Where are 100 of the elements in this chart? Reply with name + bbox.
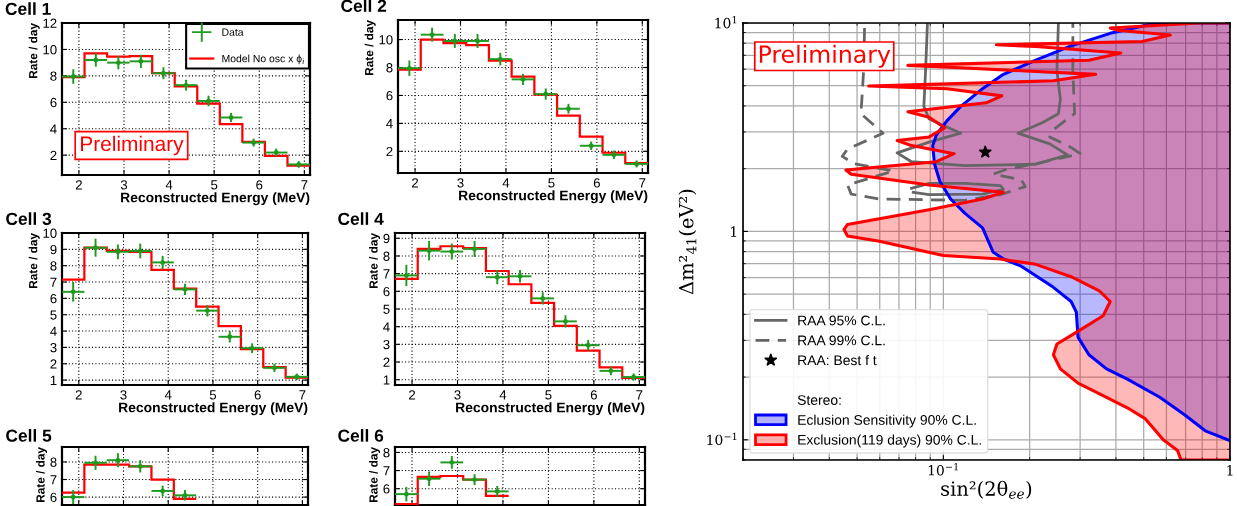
annotation: Preliminary xyxy=(759,44,891,68)
y-tick-label: 8 xyxy=(383,251,390,261)
point xyxy=(70,494,76,500)
point xyxy=(429,32,435,38)
y-tick-label: 1 xyxy=(50,375,57,385)
y-tick-label: 3 xyxy=(383,339,390,350)
x-tick-label: 2 xyxy=(75,180,82,190)
x-tick-label: 3 xyxy=(120,180,128,190)
point xyxy=(452,38,458,44)
point xyxy=(406,65,412,71)
legend-label: Exclusion(119 days) 90% C.L. xyxy=(798,434,981,448)
y-tick-label: 12 xyxy=(43,18,57,28)
x-axis-title: Reconstructed Energy (MeV) xyxy=(121,192,310,206)
point xyxy=(206,98,211,104)
legend-label: Data xyxy=(222,28,244,36)
y-tick-label: 2 xyxy=(50,150,57,160)
y-tick-label: 7 xyxy=(50,277,57,287)
point xyxy=(160,488,166,494)
y-tick-label: 6 xyxy=(386,91,393,101)
y-tick-label: 4 xyxy=(383,322,390,332)
point xyxy=(160,259,166,265)
legend-label: Eclusion Sensitivity 90% C.L. xyxy=(798,414,976,428)
y-tick-label: 4 xyxy=(50,124,57,134)
y-axis-title: Δm²$_{41}$(eV²) xyxy=(678,189,697,295)
y-tick-label: 8 xyxy=(386,63,393,73)
y-tick-label: 10$^{1}$ xyxy=(715,15,737,29)
y-tick-label: 7 xyxy=(50,475,57,485)
y-tick-label: 6 xyxy=(50,97,57,108)
x-tick-label: 6 xyxy=(593,178,600,188)
x-tick-label: 5 xyxy=(211,180,218,190)
x-tick-label: 5 xyxy=(545,390,552,400)
legend-label: RAA 99% C.L. xyxy=(798,335,885,346)
y-tick-label: 1 xyxy=(383,375,390,385)
chart-title: Cell 6 xyxy=(338,429,384,442)
point xyxy=(426,248,432,254)
y-tick-label: 4 xyxy=(50,326,57,336)
x-axis-title: Reconstructed Energy (MeV) xyxy=(459,190,648,204)
y-tick-label: 9 xyxy=(383,233,390,244)
point xyxy=(138,58,144,64)
point xyxy=(540,295,546,301)
point xyxy=(228,115,234,120)
y-tick-label: 6 xyxy=(50,293,57,304)
y-tick-label: 4 xyxy=(386,119,393,129)
x-tick-label: 4 xyxy=(165,180,173,190)
point xyxy=(204,308,210,314)
x-tick-label: 6 xyxy=(254,390,261,400)
y-axis-title: Rate / day xyxy=(36,447,48,502)
chart-title: Cell 2 xyxy=(341,0,387,12)
y-tick-label: 7 xyxy=(383,269,390,279)
x-axis-title: Reconstructed Energy (MeV) xyxy=(456,402,645,416)
point xyxy=(449,249,455,254)
x-tick-label: 6 xyxy=(256,180,263,190)
x-tick-label: 2 xyxy=(409,390,416,400)
x-tick-label: 2 xyxy=(412,178,419,188)
y-tick-label: 6 xyxy=(383,484,390,494)
point xyxy=(426,476,432,482)
point xyxy=(472,477,477,483)
point xyxy=(183,82,189,88)
point xyxy=(182,286,188,292)
point xyxy=(115,249,121,255)
point xyxy=(70,74,76,79)
y-tick-label: 8 xyxy=(383,448,390,458)
y-tick-label: 2 xyxy=(50,359,57,369)
y-axis-title: Rate / day xyxy=(369,233,381,288)
point xyxy=(494,488,500,494)
point xyxy=(475,38,480,44)
y-axis-title: Rate / day xyxy=(364,20,376,75)
point xyxy=(227,334,233,340)
point xyxy=(543,91,549,97)
x-tick-label: 7 xyxy=(639,178,646,188)
point xyxy=(70,289,76,295)
legend-title: Stereo: xyxy=(797,395,841,405)
chart-title: Cell 1 xyxy=(5,2,51,16)
point xyxy=(93,460,98,466)
point xyxy=(517,273,523,279)
x-axis-title: sin²(2θ$_{ee}$) xyxy=(941,480,1032,499)
point xyxy=(497,56,503,62)
y-tick-label: 6 xyxy=(383,286,390,297)
point xyxy=(137,463,143,469)
chart-title: Cell 4 xyxy=(338,212,384,226)
y-tick-label: 5 xyxy=(383,304,390,314)
y-tick-label: 10 xyxy=(379,35,393,45)
y-tick-label: 3 xyxy=(50,342,57,353)
point xyxy=(472,246,477,252)
x-tick-label: 5 xyxy=(209,390,217,400)
x-tick-label: 3 xyxy=(457,178,464,188)
point xyxy=(115,457,121,463)
legend-label: RAA 95% C.L. xyxy=(798,315,885,326)
y-tick-label: 10$^{−1}$ xyxy=(707,432,737,446)
y-tick-label: 10 xyxy=(43,228,57,238)
x-tick-label: 3 xyxy=(454,390,461,400)
y-tick-label: 10 xyxy=(43,45,57,55)
y-tick-label: 6 xyxy=(50,492,57,502)
point xyxy=(93,57,99,63)
x-tick-label: 6 xyxy=(590,390,597,400)
point xyxy=(249,345,255,351)
x-tick-label: 2 xyxy=(75,390,82,400)
point xyxy=(403,272,409,278)
point xyxy=(566,106,571,112)
x-tick-label: 4 xyxy=(502,178,510,188)
